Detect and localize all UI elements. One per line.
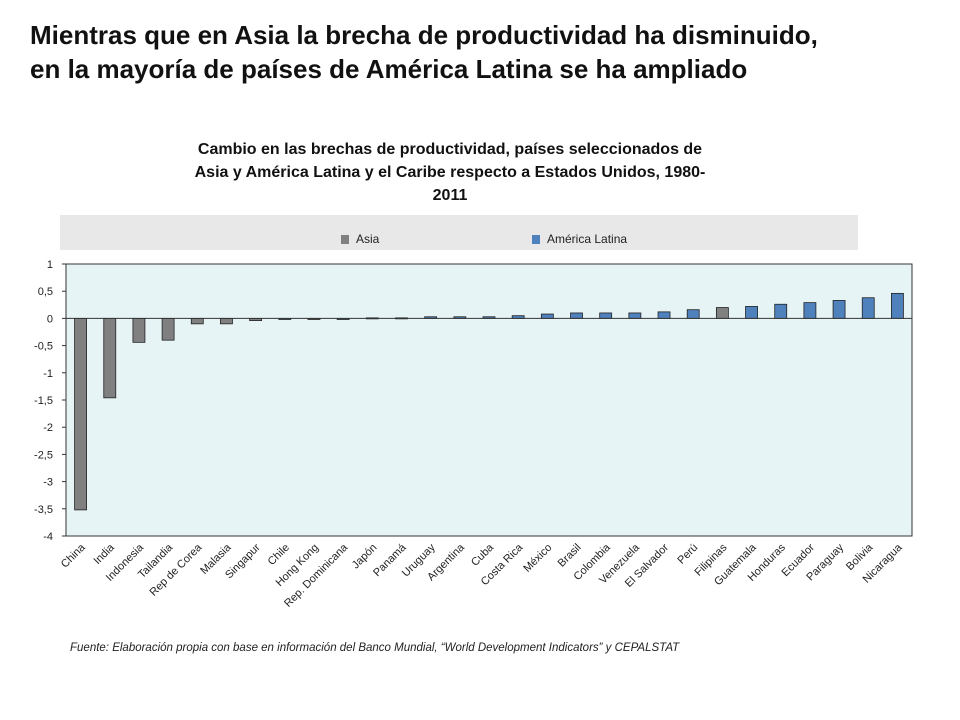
bar-0	[74, 317, 87, 511]
bar-19	[628, 312, 642, 319]
x-tick-label: Chile	[266, 542, 292, 568]
chart-legend: Asia América Latina	[60, 215, 858, 250]
bar-21	[686, 309, 700, 319]
bar-4	[190, 317, 204, 325]
y-tick-label: -3,5	[34, 504, 53, 516]
bar-23	[745, 306, 758, 319]
source-note: Fuente: Elaboración propia con base en i…	[70, 642, 680, 654]
bar-5	[220, 317, 233, 325]
bar-24	[774, 303, 788, 319]
x-tick-label: India	[92, 541, 118, 567]
y-tick-label: -4	[43, 531, 53, 543]
bar-1	[103, 317, 117, 399]
bar-16	[540, 313, 554, 319]
chart-title-line-3: 2011	[432, 187, 468, 204]
slide-title-line-1: Mientras que en Asia la brecha de produc…	[30, 20, 818, 50]
y-tick-label: -1,5	[34, 395, 53, 407]
x-tick-label: Rep de Corea	[147, 541, 205, 599]
bar-17	[570, 312, 583, 319]
x-tick-label: México	[521, 542, 554, 575]
y-tick-label: 1	[47, 259, 53, 271]
slide-title-line-2: en la mayoría de países de América Latin…	[30, 54, 748, 84]
bar-18	[599, 312, 613, 319]
bar-25	[803, 302, 817, 319]
legend-item-asia: Asia	[341, 232, 379, 246]
bar-28	[891, 292, 904, 319]
legend-item-america-latina: América Latina	[532, 232, 627, 246]
bar-3	[161, 317, 175, 341]
y-tick-label: 0,5	[38, 286, 53, 298]
legend-label-america-latina: América Latina	[547, 232, 628, 246]
legend-swatch-asia	[341, 235, 349, 244]
chart-title-line-1: Cambio en las brechas de productividad, …	[197, 141, 703, 158]
y-tick-label: 0	[47, 313, 53, 325]
y-tick-label: -2	[43, 422, 53, 434]
x-tick-label: Perú	[675, 542, 700, 567]
bar-22	[715, 307, 729, 319]
y-tick-label: -0,5	[34, 341, 53, 353]
legend-label-asia: Asia	[356, 232, 380, 246]
chart-title-line-2: Asia y América Latina y el Caribe respec…	[194, 164, 706, 181]
plot-area	[65, 263, 913, 537]
bar-26	[832, 300, 846, 319]
bar-27	[861, 297, 875, 319]
y-tick-label: -1	[43, 368, 53, 380]
y-tick-label: -3	[43, 477, 53, 489]
slide-title: Mientras que en Asia la brecha de produc…	[30, 18, 940, 86]
x-tick-label: China	[59, 541, 88, 570]
chart-title: Cambio en las brechas de productividad, …	[150, 138, 750, 207]
bar-20	[657, 311, 671, 319]
bar-2	[132, 317, 146, 343]
legend-swatch-america-latina	[532, 235, 540, 244]
y-tick-label: -2,5	[34, 449, 53, 461]
